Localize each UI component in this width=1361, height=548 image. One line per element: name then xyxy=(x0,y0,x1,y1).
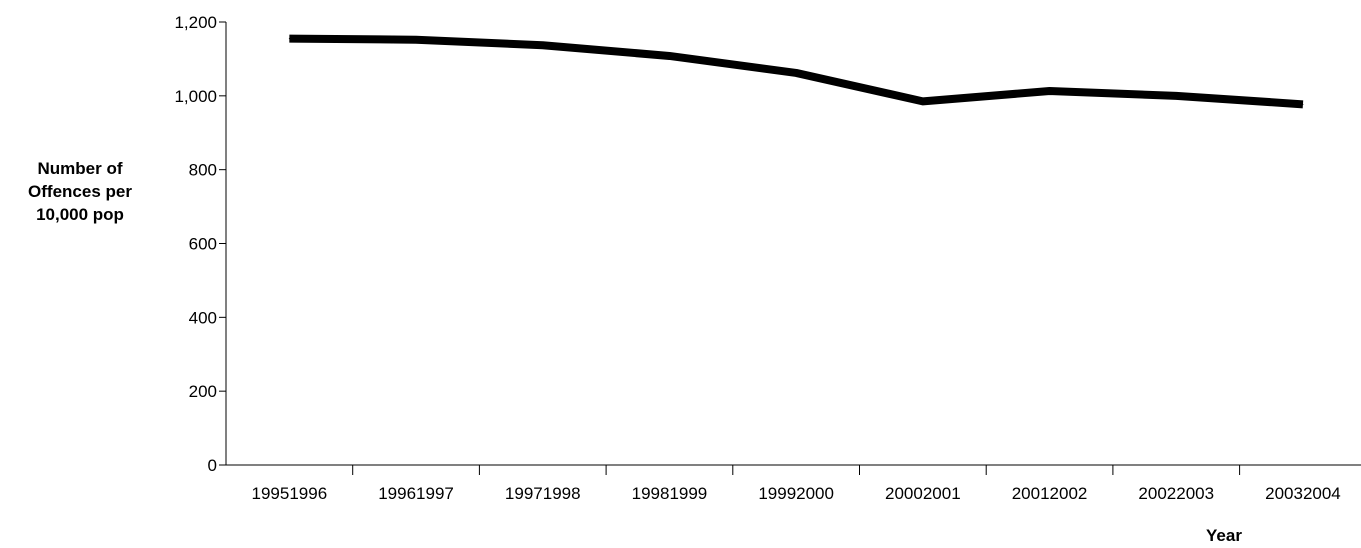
y-tick-label: 600 xyxy=(189,235,217,254)
data-point xyxy=(1049,90,1051,92)
x-tick-label: 20002001 xyxy=(885,484,961,503)
data-point xyxy=(288,38,290,40)
y-axis-title: Number of Offences per 10,000 pop xyxy=(28,159,132,224)
x-tick-label: 19992000 xyxy=(758,484,834,503)
x-tick-label: 19971998 xyxy=(505,484,581,503)
x-tick-label: 19951996 xyxy=(252,484,328,503)
y-tick-label: 800 xyxy=(189,161,217,180)
y-tick-label: 0 xyxy=(208,456,217,475)
y-tick-label: 1,000 xyxy=(174,87,217,106)
y-tick-label: 1,200 xyxy=(174,13,217,32)
data-point xyxy=(922,100,924,102)
data-point xyxy=(1302,103,1304,105)
x-tick-label: 20032004 xyxy=(1265,484,1341,503)
y-axis-title-line-1: Number of xyxy=(38,159,123,178)
data-point xyxy=(795,72,797,74)
x-axis-title: Year xyxy=(1206,526,1242,545)
x-tick-label: 20022003 xyxy=(1138,484,1214,503)
x-tick-label: 19981999 xyxy=(632,484,708,503)
y-axis-title-line-2: Offences per xyxy=(28,182,132,201)
y-tick-label: 400 xyxy=(189,308,217,327)
data-point xyxy=(668,55,670,57)
x-tick-label: 20012002 xyxy=(1012,484,1088,503)
x-tick-label: 19961997 xyxy=(378,484,454,503)
y-tick-label: 200 xyxy=(189,382,217,401)
data-point xyxy=(1175,95,1177,97)
plot-area: 0 200 400 600 800 1,000 1,200 19951996 19961997 1… xyxy=(174,13,1361,503)
data-point xyxy=(415,39,417,41)
series-line xyxy=(289,34,1304,109)
data-point xyxy=(542,44,544,46)
y-axis-title-line-3: 10,000 pop xyxy=(36,205,124,224)
